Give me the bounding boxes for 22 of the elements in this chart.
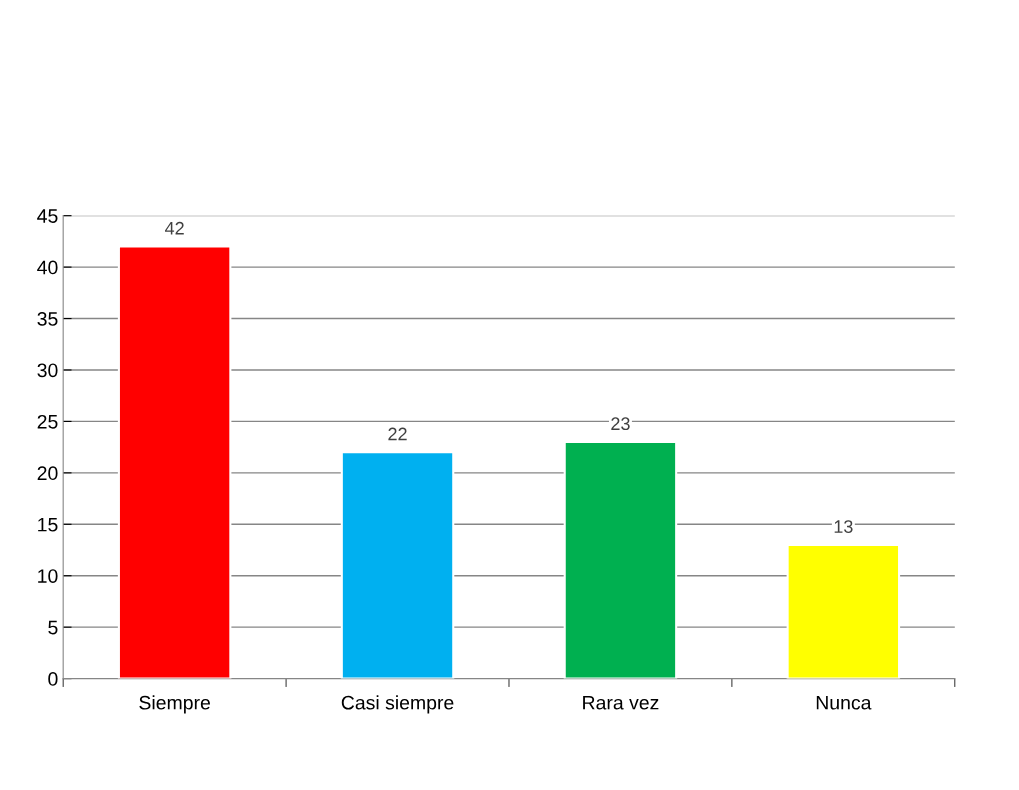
bar <box>117 245 232 679</box>
data-label: 42 <box>165 221 184 235</box>
y-tick-label: 45 <box>37 209 58 223</box>
y-tick-label: 20 <box>37 466 58 481</box>
y-tick-label: 10 <box>38 569 58 583</box>
y-tick-label: 35 <box>37 312 58 326</box>
x-tick-label: Rara vez <box>583 695 659 710</box>
data-label: 22 <box>388 427 407 441</box>
y-tick-label: 30 <box>37 363 58 378</box>
y-tick-label: 40 <box>37 260 58 275</box>
x-tick-label: Siempre <box>139 695 210 714</box>
data-label: 13 <box>834 520 853 533</box>
bar <box>563 440 678 679</box>
data-label: 23 <box>611 417 630 431</box>
x-tick-label: Casi siempre <box>341 695 454 714</box>
bar <box>786 543 901 679</box>
y-tick-label: 15 <box>38 517 58 532</box>
y-tick-label: 0 <box>48 672 58 686</box>
bar <box>340 451 455 679</box>
x-tick-label: Nunca <box>816 695 872 710</box>
y-tick-label: 5 <box>48 620 58 635</box>
y-tick-label: 25 <box>37 414 58 429</box>
